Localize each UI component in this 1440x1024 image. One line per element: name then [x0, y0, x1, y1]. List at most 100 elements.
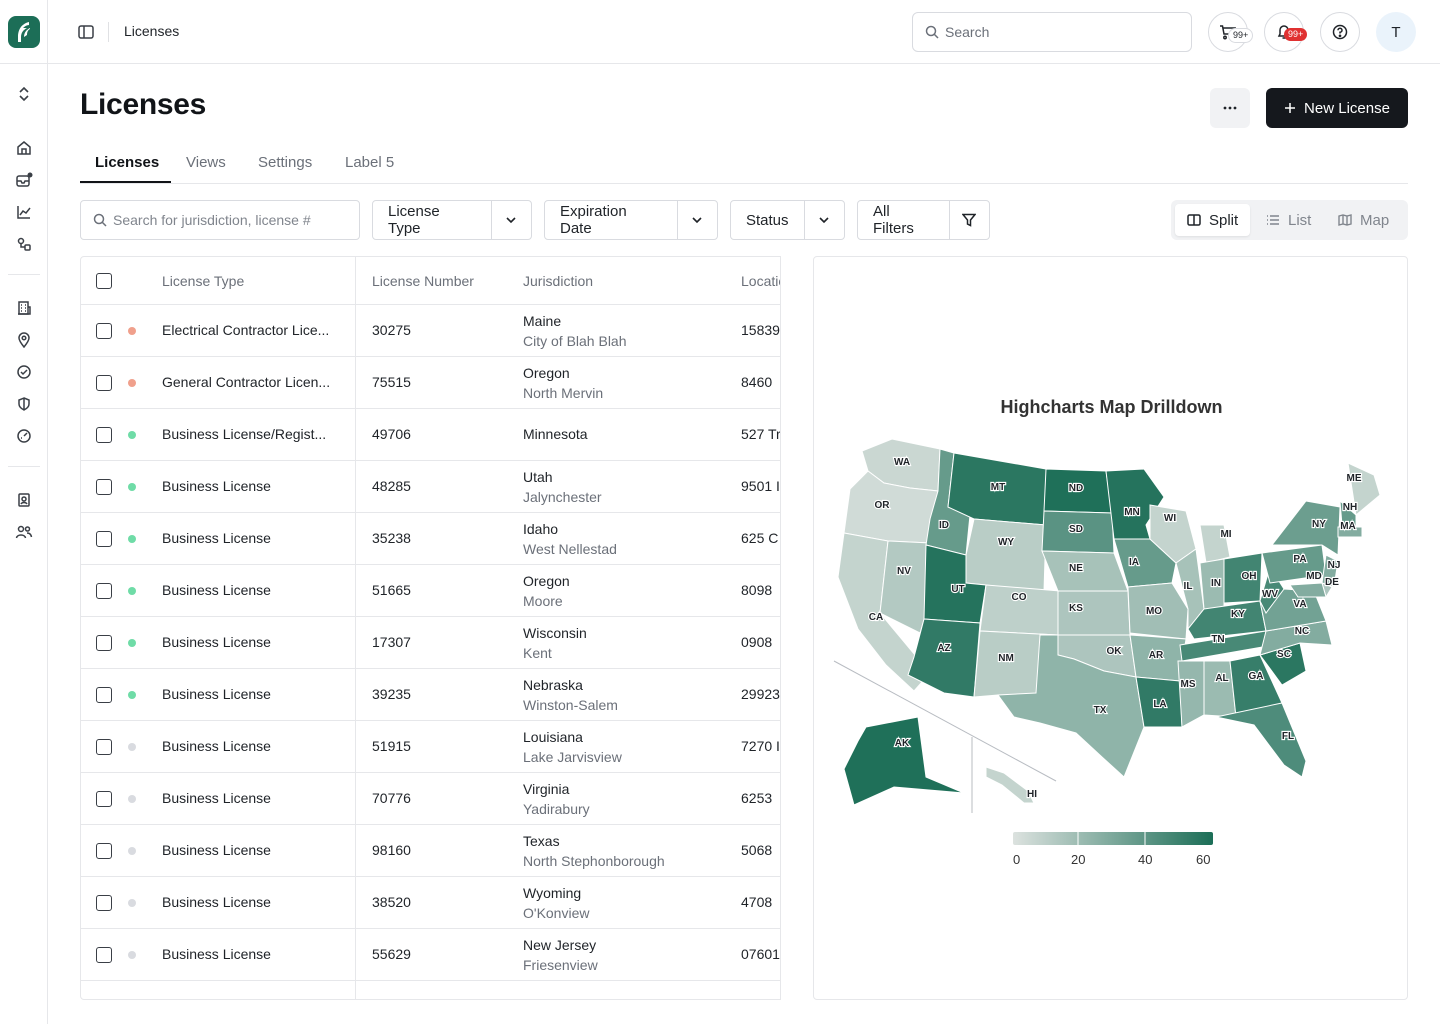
table-row[interactable]: Business License 38520 Wyoming O'Konview 470…	[81, 877, 780, 929]
topbar-divider	[108, 22, 109, 42]
expiration-date-filter[interactable]: Expiration Date	[544, 200, 718, 240]
row-checkbox[interactable]	[96, 427, 112, 443]
location-pin-icon[interactable]	[14, 330, 34, 350]
user-avatar[interactable]: T	[1376, 12, 1416, 52]
state-mo[interactable]	[1127, 582, 1189, 640]
row-checkbox[interactable]	[96, 687, 112, 703]
table-row[interactable]: Business License 39235 Nebraska Winston-Sal…	[81, 669, 780, 721]
users-icon[interactable]	[14, 522, 34, 542]
status-filter[interactable]: Status	[730, 200, 845, 240]
help-button[interactable]	[1320, 12, 1360, 52]
row-checkbox[interactable]	[96, 531, 112, 547]
split-view-button[interactable]: Split	[1175, 204, 1251, 236]
state-wy[interactable]	[965, 518, 1047, 592]
row-checkbox[interactable]	[96, 843, 112, 859]
shield-icon[interactable]	[14, 394, 34, 414]
table-search[interactable]	[80, 200, 360, 240]
state-mi[interactable]	[1199, 524, 1231, 564]
table-row[interactable]: General Contractor Licen... 75515 Oregon No…	[81, 357, 780, 409]
brand-logo[interactable]	[8, 16, 40, 48]
home-icon[interactable]	[14, 138, 34, 158]
column-header-jurisdiction[interactable]: Jurisdiction	[523, 273, 594, 289]
row-checkbox[interactable]	[96, 583, 112, 599]
tab-views[interactable]: Views	[186, 154, 226, 171]
table-row[interactable]: Business License 98160 Texas North Stephonb…	[81, 825, 780, 877]
filter-funnel-icon[interactable]	[950, 201, 989, 239]
search-icon	[925, 25, 939, 39]
table-row[interactable]: Business License/Regist... 49706 Minnesota…	[81, 409, 781, 461]
state-wv[interactable]	[1259, 565, 1285, 614]
row-checkbox[interactable]	[96, 895, 112, 911]
table-row[interactable]: Business License 17307 Wisconsin Kent 0908	[81, 617, 780, 669]
us-choropleth-map[interactable]: WA OR CA NV ID MT WY UT AZ CO NM ND SD NE KS OK TX MN IA MO…	[814, 257, 1409, 1001]
new-license-button[interactable]: New License	[1266, 88, 1408, 128]
tab-settings[interactable]: Settings	[258, 154, 313, 171]
nav-rail	[0, 0, 48, 1024]
state-az[interactable]	[907, 618, 981, 698]
license-type-cell: Business License	[162, 530, 271, 546]
tab-licenses[interactable]: Licenses	[95, 154, 160, 171]
table-row[interactable]: Business License 51915 Louisiana Lake Jarvi…	[81, 721, 780, 773]
workflow-icon[interactable]	[14, 234, 34, 254]
table-row[interactable]: Business License 35238 Idaho West Nellestad…	[81, 513, 780, 565]
all-filters-button[interactable]: All Filters	[857, 200, 990, 240]
table-search-input[interactable]	[113, 212, 353, 228]
state-tx[interactable]	[997, 634, 1145, 778]
state-ms[interactable]	[1177, 660, 1205, 728]
state-nv[interactable]	[879, 540, 931, 634]
row-checkbox[interactable]	[96, 323, 112, 339]
status-dot	[128, 431, 136, 439]
analytics-icon[interactable]	[14, 202, 34, 222]
state-nj[interactable]	[1321, 554, 1339, 588]
state-label: IA	[1129, 557, 1139, 568]
contact-card-icon[interactable]	[14, 490, 34, 510]
workspace-switcher-icon[interactable]	[14, 84, 34, 104]
row-checkbox[interactable]	[96, 739, 112, 755]
status-dot	[128, 483, 136, 491]
state-ak[interactable]	[843, 716, 965, 806]
state-ne[interactable]	[1041, 550, 1129, 592]
chevron-down-icon[interactable]	[678, 201, 717, 239]
check-circle-icon[interactable]	[14, 362, 34, 382]
inbox-icon[interactable]	[14, 170, 34, 190]
state-label: FL	[1282, 731, 1294, 742]
state-ma[interactable]	[1337, 526, 1363, 538]
chevron-down-icon[interactable]	[492, 201, 531, 239]
row-checkbox[interactable]	[96, 479, 112, 495]
jurisdiction-state-cell: Oregon	[523, 573, 570, 589]
row-checkbox[interactable]	[96, 635, 112, 651]
building-icon[interactable]	[14, 298, 34, 318]
row-checkbox[interactable]	[96, 375, 112, 391]
more-actions-button[interactable]	[1210, 88, 1250, 128]
global-search-input[interactable]	[945, 24, 1175, 40]
column-header-license-type[interactable]: License Type	[162, 273, 245, 289]
state-fl[interactable]	[1215, 702, 1307, 778]
tab-label-5[interactable]: Label 5	[345, 154, 395, 171]
row-checkbox[interactable]	[96, 947, 112, 963]
map-view-button[interactable]: Map	[1326, 204, 1401, 236]
state-md[interactable]	[1289, 582, 1327, 598]
table-row[interactable]: Business License 55629 New Jersey Friesenvi…	[81, 929, 780, 981]
jurisdiction-state-cell: Idaho	[523, 521, 559, 537]
list-view-button[interactable]: List	[1254, 204, 1323, 236]
state-ia[interactable]	[1113, 538, 1177, 588]
table-row[interactable]: Business License 70776 Virginia Yadirabury 6…	[81, 773, 780, 825]
select-all-checkbox[interactable]	[96, 273, 112, 289]
all-filters-label: All Filters	[858, 201, 950, 239]
table-row[interactable]: Electrical Contractor Lice... 30275 Maine C…	[81, 305, 780, 357]
chevron-down-icon[interactable]	[805, 201, 844, 239]
table-row[interactable]: Business License 48285 Utah Jalynchester 950…	[81, 461, 780, 513]
state-me[interactable]	[1347, 462, 1381, 516]
breadcrumb[interactable]: Licenses	[124, 23, 180, 39]
gauge-icon[interactable]	[14, 426, 34, 446]
column-header-license-number[interactable]: License Number	[372, 273, 474, 289]
state-hi[interactable]	[985, 766, 1035, 804]
table-row[interactable]: Business License 51665 Oregon Moore 8098	[81, 565, 780, 617]
global-search[interactable]	[912, 12, 1192, 52]
sidebar-toggle-icon[interactable]	[76, 22, 96, 42]
license-type-filter[interactable]: License Type	[372, 200, 532, 240]
row-checkbox[interactable]	[96, 791, 112, 807]
location-cell: 527 Tr	[741, 426, 781, 442]
license-number-cell: 98160	[372, 842, 411, 858]
column-header-location[interactable]: Location	[741, 273, 780, 289]
